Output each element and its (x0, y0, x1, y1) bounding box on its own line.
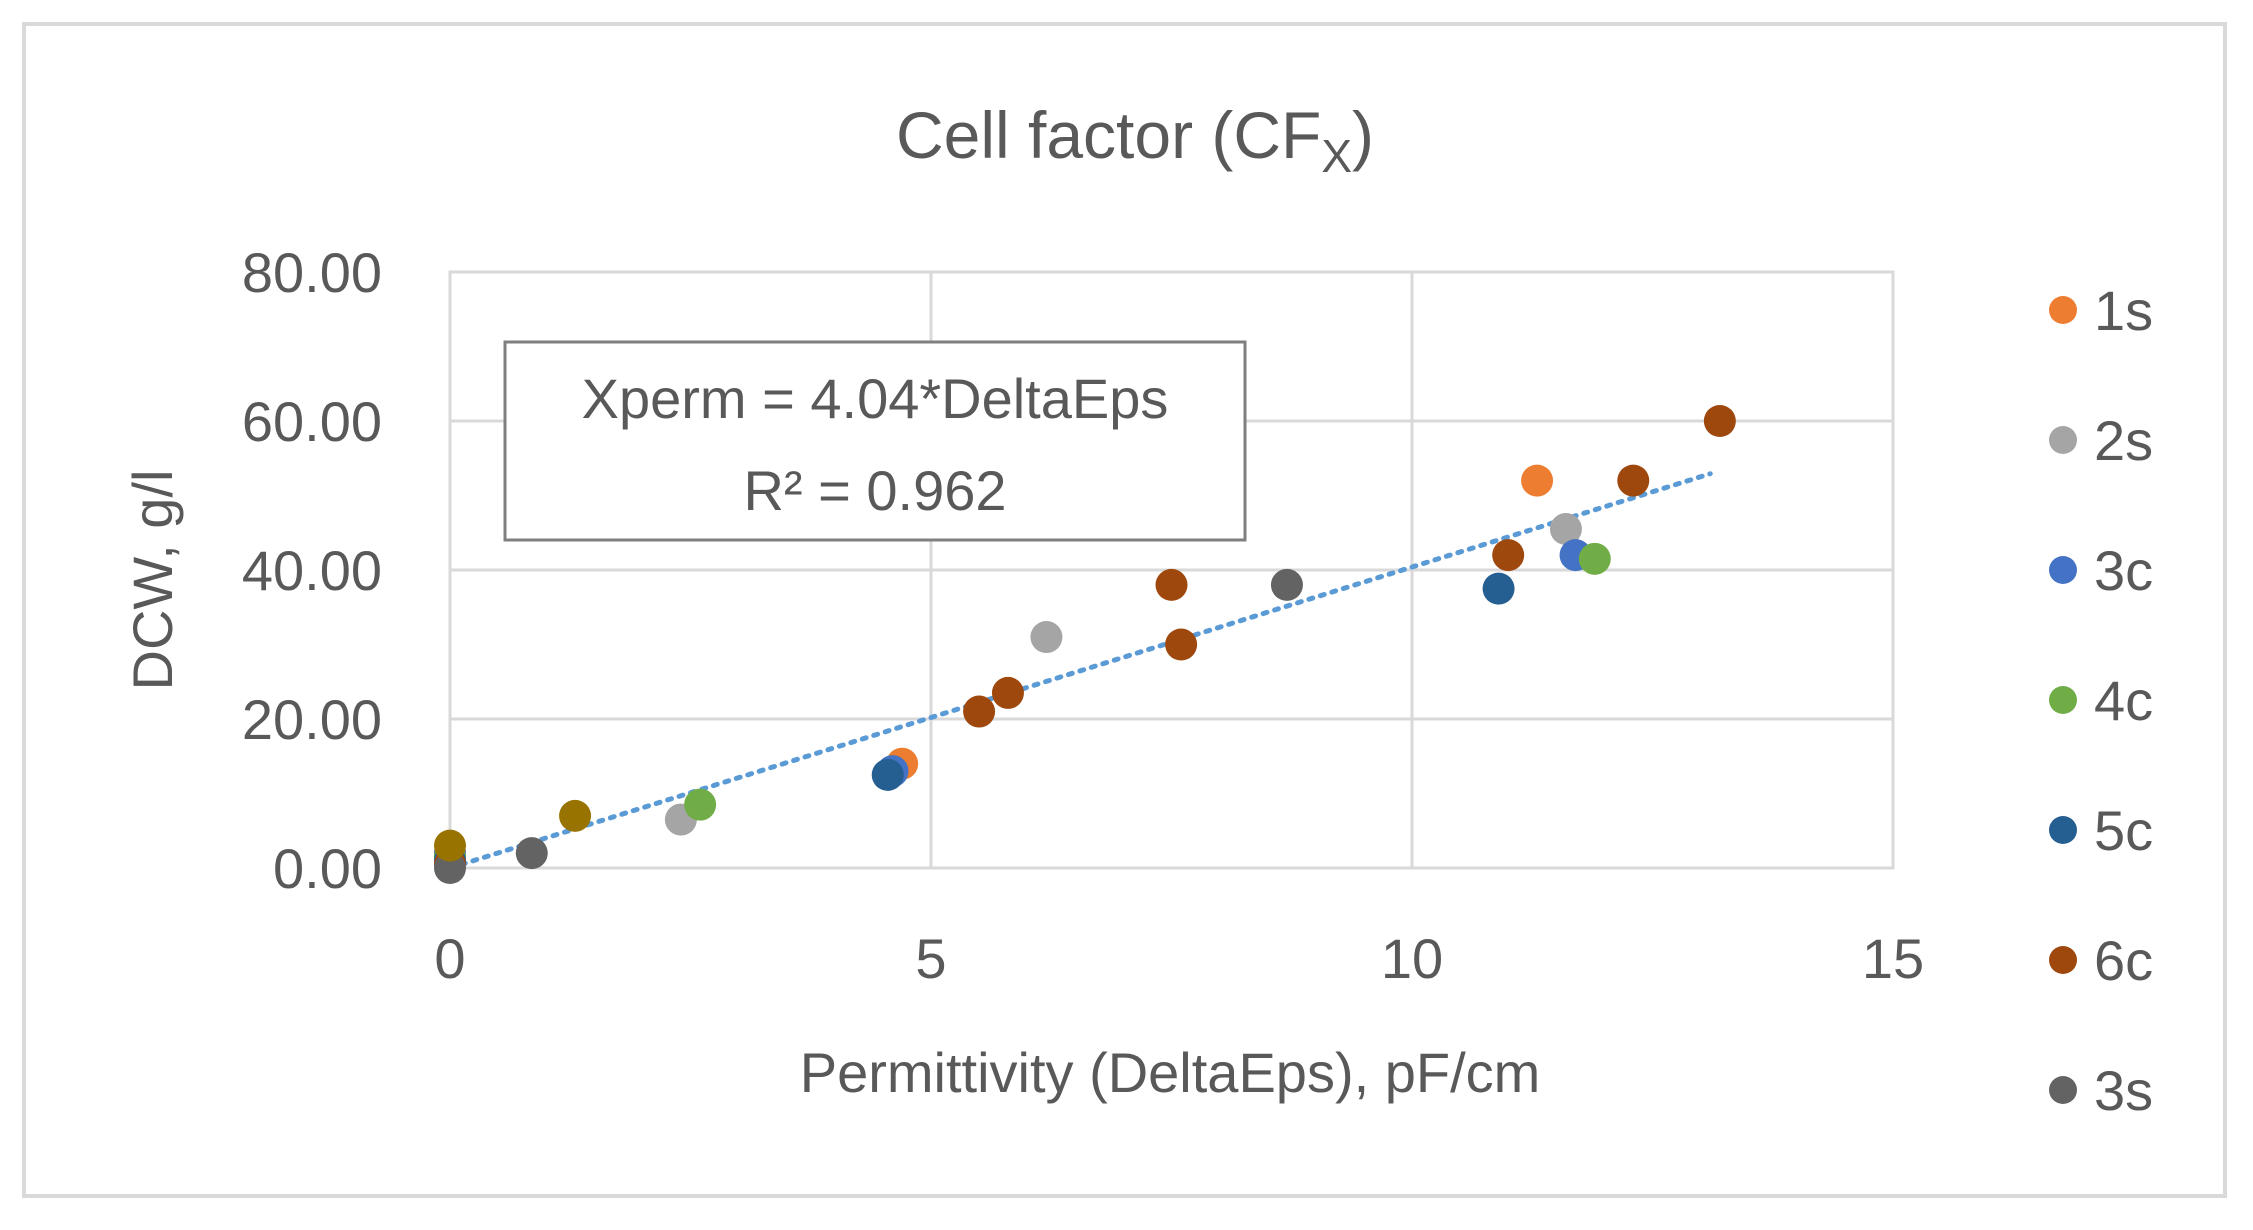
x-axis-label: Permittivity (DeltaEps), pF/cm (800, 1041, 1541, 1104)
chart-title-close: ) (1352, 98, 1374, 172)
chart-title: Cell factor (CFX) (896, 98, 1374, 182)
annotation-equation: Xperm = 4.04*DeltaEps (582, 367, 1169, 430)
data-point-6c (1155, 568, 1188, 601)
data-point-3s (1270, 568, 1303, 601)
legend-label-5c: 5c (2094, 799, 2153, 862)
legend-label-6c: 6c (2094, 929, 2153, 992)
data-point-4c (1578, 542, 1611, 575)
y-axis-ticks: 0.00 20.00 40.00 60.00 80.00 (242, 241, 382, 900)
data-point-3s (515, 837, 548, 870)
chart-title-subscript: X (1321, 130, 1352, 182)
annotation-r-squared: R² = 0.962 (743, 459, 1006, 522)
legend-marker-4c (2049, 686, 2077, 714)
data-point-6c (1703, 405, 1736, 437)
x-axis-ticks: 0 5 10 15 (434, 927, 1924, 990)
data-point-6c (963, 695, 996, 728)
legend-marker-1s (2049, 296, 2077, 324)
y-axis-label: DCW, g/l (121, 470, 184, 691)
chart-title-text: Cell factor (CF (896, 98, 1321, 172)
data-point-6c (1165, 628, 1198, 661)
legend-label-2s: 2s (2094, 409, 2153, 472)
data-point-2s (1549, 513, 1582, 546)
equation-annotation: Xperm = 4.04*DeltaEps R² = 0.962 (503, 340, 1247, 542)
x-tick-label: 10 (1381, 927, 1443, 990)
data-point-5c (871, 758, 904, 791)
legend-marker-6c (2049, 946, 2077, 974)
data-point-3s (434, 852, 466, 884)
x-tick-label: 0 (434, 927, 465, 990)
data-point-6c (991, 676, 1024, 709)
trendline (447, 471, 1713, 871)
legend-marker-3c (2049, 556, 2077, 584)
data-point-4c (684, 788, 717, 821)
data-point-5c (1482, 572, 1515, 605)
data-point-series-8 (434, 829, 466, 862)
data-point-6c (1492, 539, 1525, 572)
x-tick-label: 15 (1862, 927, 1924, 990)
legend-label-1s: 1s (2094, 279, 2153, 342)
x-tick-label: 5 (915, 927, 946, 990)
y-tick-label: 20.00 (242, 688, 382, 751)
data-points (434, 405, 1736, 884)
legend-label-4c: 4c (2094, 669, 2153, 732)
y-tick-label: 40.00 (242, 539, 382, 602)
data-point-2s (1030, 621, 1063, 654)
data-point-6c (1617, 464, 1650, 497)
annotation-box (503, 340, 1247, 542)
legend-label-3c: 3c (2094, 539, 2153, 602)
y-tick-label: 60.00 (242, 390, 382, 453)
legend-marker-2s (2049, 426, 2077, 454)
legend-label-3s: 3s (2094, 1059, 2153, 1122)
data-point-series-8 (559, 799, 592, 832)
legend-marker-5c (2049, 816, 2077, 844)
y-tick-label: 0.00 (273, 837, 382, 900)
data-point-1s (1521, 464, 1554, 497)
chart-frame (22, 22, 2227, 1198)
y-tick-label: 80.00 (242, 241, 382, 304)
plot-area (448, 270, 1895, 870)
legend: 1s 2s 3c 4c 5c 6c 3s (2049, 279, 2153, 1122)
legend-marker-3s (2049, 1076, 2077, 1104)
